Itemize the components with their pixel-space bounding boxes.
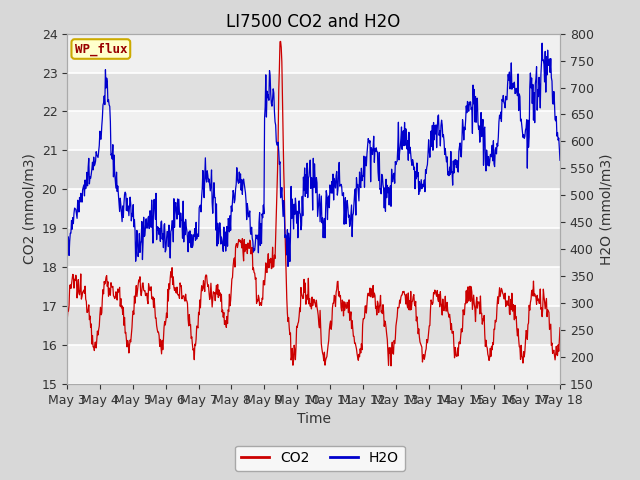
- CO2: [387, 363, 395, 369]
- X-axis label: Time: Time: [296, 412, 331, 426]
- H2O: [350, 200, 358, 206]
- CO2: [363, 301, 371, 307]
- CO2: [93, 328, 101, 334]
- CO2: [276, 38, 284, 44]
- Bar: [67, 306, 560, 345]
- H2O: [378, 171, 385, 177]
- H2O: [438, 117, 445, 123]
- H2O: [284, 264, 292, 269]
- Bar: [67, 72, 560, 111]
- Bar: [67, 150, 560, 189]
- H2O: [63, 238, 71, 243]
- Line: H2O: H2O: [67, 43, 560, 266]
- Title: LI7500 CO2 and H2O: LI7500 CO2 and H2O: [227, 12, 401, 31]
- Y-axis label: CO2 (mmol/m3): CO2 (mmol/m3): [22, 154, 36, 264]
- Legend: CO2, H2O: CO2, H2O: [236, 445, 404, 471]
- H2O: [556, 157, 564, 163]
- H2O: [488, 143, 496, 148]
- CO2: [489, 340, 497, 346]
- CO2: [556, 325, 564, 331]
- CO2: [378, 308, 385, 314]
- H2O: [363, 151, 371, 157]
- Line: CO2: CO2: [67, 41, 560, 366]
- Bar: [67, 228, 560, 267]
- H2O: [93, 153, 101, 159]
- Y-axis label: H2O (mmol/m3): H2O (mmol/m3): [599, 153, 613, 264]
- Text: WP_flux: WP_flux: [75, 42, 127, 56]
- CO2: [63, 317, 71, 323]
- CO2: [350, 334, 358, 339]
- CO2: [438, 312, 446, 318]
- H2O: [538, 40, 546, 46]
